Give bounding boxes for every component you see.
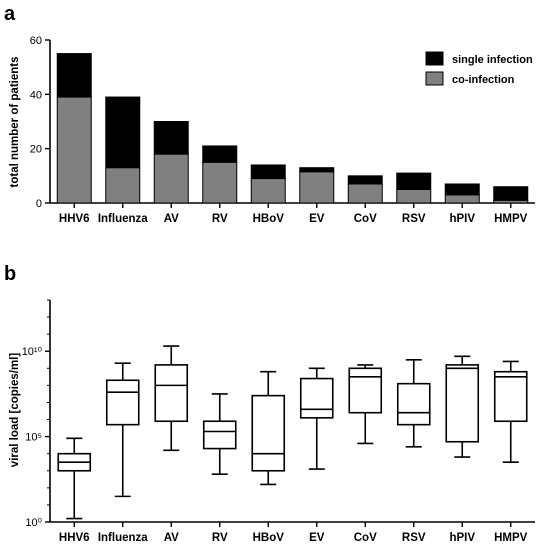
panel-b-y-tick-label: 10⁵ xyxy=(25,432,42,444)
panel-a-category-label: CoV xyxy=(354,213,377,225)
panel-b-category-label: CoV xyxy=(354,532,377,544)
panel-a-bar-chart: total number of patients 0 20 40 60 HHV6 Infl… xyxy=(9,35,535,225)
panel-a-letter: a xyxy=(4,3,16,25)
panel-a-y-tick-label: 40 xyxy=(30,89,42,101)
bar-hhv6-single-infection xyxy=(56,53,92,98)
panel-b-category-label: AV xyxy=(164,532,179,544)
box-hpiv-iqr xyxy=(445,364,480,443)
box-hmpv-iqr xyxy=(493,370,528,423)
panel-b-category-label: Influenza xyxy=(98,532,148,544)
box-av-iqr xyxy=(154,364,189,423)
panel-a-y-axis-label: total number of patients xyxy=(9,57,21,188)
bar-av-single-infection xyxy=(153,121,189,155)
box-rsv-iqr xyxy=(396,382,431,426)
box-hbov-iqr xyxy=(251,394,286,472)
bar-rv-co-infection xyxy=(202,161,238,204)
panel-a-category-label: HHV6 xyxy=(59,213,90,225)
bar-hpiv-single-infection xyxy=(444,183,480,196)
bar-rsv-co-infection xyxy=(396,188,432,204)
panel-b-category-label: HHV6 xyxy=(59,532,90,544)
box-rv-iqr xyxy=(202,420,237,450)
bar-ev-co-infection xyxy=(299,171,335,204)
bar-hpiv-co-infection xyxy=(444,194,480,204)
panel-b-y-tick-label: 10⁰ xyxy=(25,517,42,529)
panel-b-category-label: RSV xyxy=(402,532,426,544)
legend-label-co-infection: co-infection xyxy=(452,74,515,86)
panel-b-category-label: HMPV xyxy=(494,532,528,544)
panel-b-box-plot: viral load [copies/ml] 10⁰ 10⁵ 10¹⁰ HHV6 Inf… xyxy=(9,299,535,544)
bar-hhv6-co-infection xyxy=(56,96,92,204)
panel-a-y-tick-label: 60 xyxy=(30,35,42,47)
panel-a-category-label: AV xyxy=(164,213,179,225)
panel-a-category-label: HBoV xyxy=(253,213,285,225)
panel-a-y-tick-label: 20 xyxy=(30,144,42,156)
panel-b-category-label: HBoV xyxy=(253,532,285,544)
panel-b-y-axis-label: viral load [copies/ml] xyxy=(9,353,21,468)
bar-hmpv-single-infection xyxy=(493,186,529,201)
box-ev-iqr xyxy=(299,377,334,419)
panel-a-category-label: RSV xyxy=(402,213,426,225)
legend-swatch-co-infection xyxy=(425,71,444,86)
bar-influenza-single-infection xyxy=(105,96,141,169)
bar-ev-single-infection xyxy=(299,167,335,173)
panel-b-y-tick-label: 10¹⁰ xyxy=(22,346,43,358)
bar-influenza-co-infection xyxy=(105,167,141,204)
panel-a-y-tick-label: 0 xyxy=(36,198,42,210)
bar-cov-single-infection xyxy=(347,175,383,185)
panel-b-category-label: RV xyxy=(212,532,228,544)
bar-hbov-co-infection xyxy=(250,178,286,204)
panel-a-category-label: EV xyxy=(309,213,325,225)
box-cov-iqr xyxy=(348,367,383,414)
panel-a-category-label: HMPV xyxy=(494,213,528,225)
bar-hbov-single-infection xyxy=(250,164,286,180)
panel-a-category-label: hPIV xyxy=(449,213,475,225)
bar-av-co-infection xyxy=(153,153,189,204)
panel-b-category-label: EV xyxy=(309,532,325,544)
panel-a-category-label: Influenza xyxy=(98,213,148,225)
panel-b-category-label: hPIV xyxy=(449,532,475,544)
panel-a-legend: single infection co-infection xyxy=(425,51,533,86)
legend-swatch-single-infection xyxy=(425,51,444,66)
panel-b-letter: b xyxy=(4,263,16,285)
bar-rsv-single-infection xyxy=(396,172,432,190)
legend-label-single-infection: single infection xyxy=(452,54,533,66)
bar-rv-single-infection xyxy=(202,145,238,163)
box-influenza-iqr xyxy=(105,379,140,426)
bar-cov-co-infection xyxy=(347,183,383,204)
panel-a-category-label: RV xyxy=(212,213,228,225)
